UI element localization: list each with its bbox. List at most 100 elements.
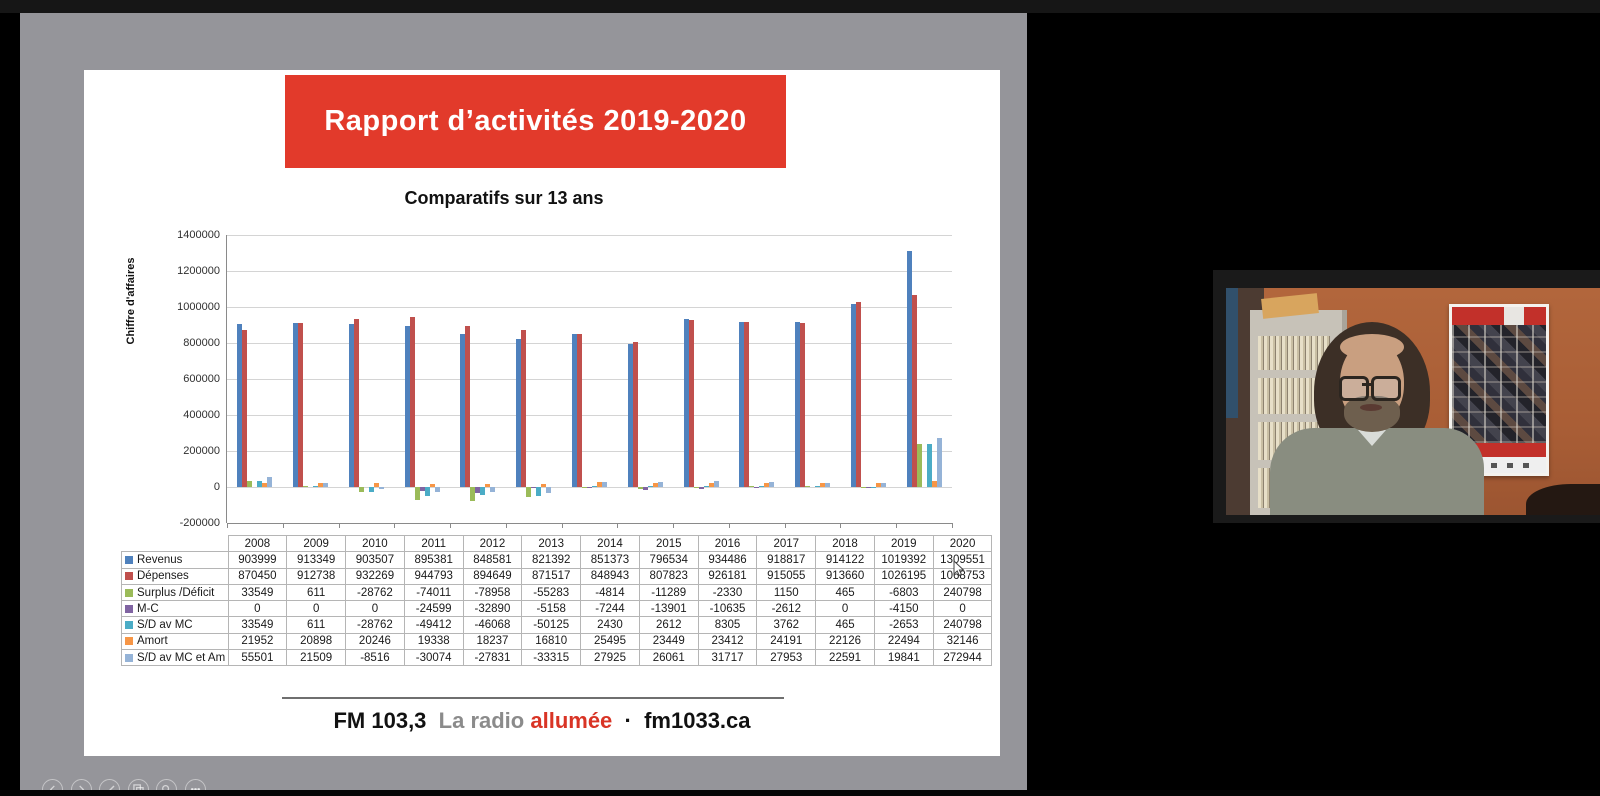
value-cell: 926181 xyxy=(697,567,758,585)
bar-Revenus xyxy=(460,334,466,487)
bar-S/D av MC et Am xyxy=(825,482,831,487)
x-tick xyxy=(728,523,730,528)
value-cell: -4150 xyxy=(873,600,934,618)
series-label-cell: Revenus xyxy=(121,551,229,569)
value-cell: 20898 xyxy=(286,632,347,651)
bar-Surplus /Déficit xyxy=(247,480,253,487)
footer-tagline-red: allumée xyxy=(530,708,613,733)
bar-Amort xyxy=(318,483,324,487)
glasses-icon xyxy=(1339,376,1369,401)
value-cell: 903507 xyxy=(345,551,405,569)
presenter-mouth xyxy=(1360,404,1382,411)
screen-share-area: Rapport d’activités 2019-2020 Comparatif… xyxy=(20,13,1027,796)
bar-S/D av MC xyxy=(313,486,319,487)
window-bottom-strip xyxy=(0,790,1600,796)
bar-Dépenses xyxy=(242,330,248,487)
bar-S/D av MC xyxy=(759,486,765,487)
value-cell: 3762 xyxy=(756,616,817,634)
bar-Surplus /Déficit xyxy=(526,487,532,497)
bar-Surplus /Déficit xyxy=(637,487,643,490)
value-cell: -10635 xyxy=(697,600,758,618)
bar-S/D av MC xyxy=(536,487,542,497)
y-tick-label: 800000 xyxy=(183,337,220,349)
value-cell: 1026195 xyxy=(873,567,934,585)
bar-Dépenses xyxy=(298,322,304,487)
value-cell: -24599 xyxy=(403,600,464,618)
bar-S/D av MC xyxy=(368,487,374,493)
gridline xyxy=(227,343,952,344)
y-axis-tick-labels: 1400000 1200000 1000000 800000 600000 400000 2… xyxy=(84,70,220,570)
value-cell: -6803 xyxy=(873,583,934,602)
value-cell: 22494 xyxy=(873,632,934,651)
bar-Dépenses xyxy=(800,322,806,487)
bar-S/D av MC et Am xyxy=(546,487,552,493)
bar-Amort xyxy=(429,483,435,487)
value-cell: 27953 xyxy=(756,649,817,667)
bar-Dépenses xyxy=(855,302,861,487)
bar-Dépenses xyxy=(521,330,527,487)
value-cell: 918817 xyxy=(756,551,817,569)
year-header-cell: 2011 xyxy=(403,534,464,553)
value-cell: 821392 xyxy=(521,551,582,569)
y-tick-label: 1200000 xyxy=(177,265,220,277)
bar-S/D av MC xyxy=(424,487,430,496)
y-tick-label: 1000000 xyxy=(177,301,220,313)
legend-swatch xyxy=(125,604,133,613)
value-cell: -4814 xyxy=(580,583,640,602)
value-cell: 23412 xyxy=(697,632,758,651)
value-cell: 611 xyxy=(286,583,347,602)
footer-divider xyxy=(282,697,784,699)
value-cell: 25495 xyxy=(580,632,640,651)
x-axis-line xyxy=(227,523,952,524)
bar-S/D av MC et Am xyxy=(936,437,942,487)
bar-S/D av MC xyxy=(703,485,709,487)
value-cell: 18237 xyxy=(462,632,523,651)
value-cell: 22126 xyxy=(815,632,875,651)
bar-M-C xyxy=(531,487,537,488)
series-label-cell: S/D av MC xyxy=(121,616,229,634)
value-cell: 915055 xyxy=(756,567,817,585)
bar-Dépenses xyxy=(688,320,694,487)
presentation-slide: Rapport d’activités 2019-2020 Comparatif… xyxy=(84,70,1000,756)
bar-Revenus xyxy=(850,303,856,487)
gridline xyxy=(227,451,952,452)
value-cell: -2653 xyxy=(873,616,934,634)
presenter-sweater xyxy=(1270,428,1484,515)
chart-data-table: 2008 2009 2010 2011 2012 2013 2014 2015 2016 2017… xyxy=(121,534,993,667)
bar-Surplus /Déficit xyxy=(414,487,420,501)
participant-video-tile[interactable] xyxy=(1213,270,1600,523)
x-tick xyxy=(617,523,619,528)
y-tick-label: 400000 xyxy=(183,409,220,421)
value-cell: 240798 xyxy=(932,583,993,602)
bar-Revenus xyxy=(683,318,689,487)
bar-Amort xyxy=(708,482,714,487)
bar-Surplus /Déficit xyxy=(860,487,866,489)
value-cell: 913660 xyxy=(815,567,875,585)
value-cell: 894649 xyxy=(462,567,523,585)
bar-S/D av MC xyxy=(926,443,932,487)
presenter-beard xyxy=(1344,396,1400,432)
table-row: S/D av MC et Am 55501 21509 -8516 -30074 -278… xyxy=(121,649,993,667)
bar-Amort xyxy=(875,482,881,487)
bar-S/D av MC et Am xyxy=(880,483,886,487)
value-cell: -13901 xyxy=(638,600,699,618)
x-tick xyxy=(896,523,898,528)
year-header-cell: 2012 xyxy=(462,534,523,553)
value-cell: 2430 xyxy=(580,616,640,634)
bar-Amort xyxy=(262,483,268,487)
value-cell: 871517 xyxy=(521,567,582,585)
series-label-cell: Amort xyxy=(121,632,229,651)
value-cell: 2612 xyxy=(638,616,699,634)
y-tick-label: -200000 xyxy=(179,517,220,529)
value-cell: 240798 xyxy=(932,616,993,634)
bar-Surplus /Déficit xyxy=(358,487,364,493)
value-cell: 611 xyxy=(286,616,347,634)
mouse-cursor xyxy=(953,560,965,577)
value-cell: 33549 xyxy=(227,583,288,602)
slide-title-banner: Rapport d’activités 2019-2020 xyxy=(285,75,786,168)
year-header-cell: 2010 xyxy=(345,534,405,553)
footer-tagline-gray: La radio xyxy=(438,708,525,733)
bar-Revenus xyxy=(627,343,633,487)
y-tick-label: 200000 xyxy=(183,445,220,457)
value-cell: 24191 xyxy=(756,632,817,651)
